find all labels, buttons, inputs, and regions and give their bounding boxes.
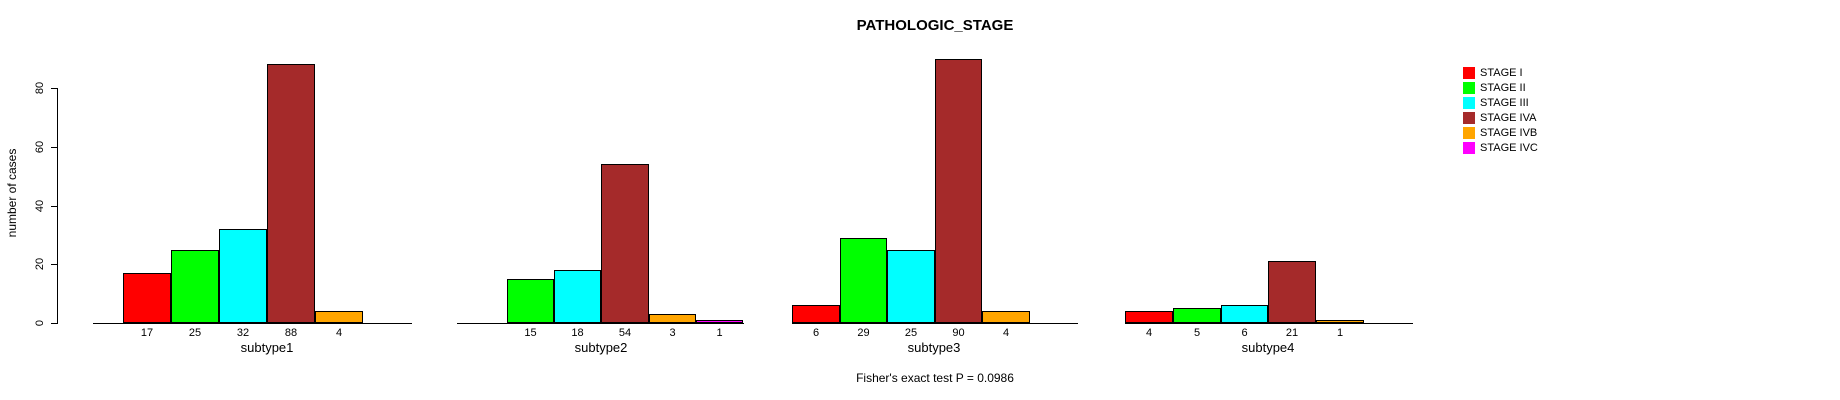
bar-subtype1-stage-ivb [315,311,363,323]
bar-value-label: 54 [618,327,632,339]
legend-swatch-stage-iii [1463,97,1475,109]
y-axis-tick [51,88,57,89]
bar-value-label: 4 [1145,327,1153,339]
bar-value-label: 1 [1336,327,1344,339]
y-axis-tick [51,264,57,265]
bar-value-label: 18 [571,327,584,339]
legend-label: STAGE II [1480,82,1526,94]
bar-value-label: 17 [140,327,154,339]
bar-value-label: 15 [524,327,537,339]
bar-value-label: 32 [236,327,250,339]
bar-subtype3-stage-i [792,305,840,323]
bar-value-label: 88 [284,327,298,339]
y-axis-tick [51,323,57,324]
x-axis-line-subtype2 [457,323,744,324]
bar-subtype2-stage-ivb [649,314,696,323]
legend-swatch-stage-ivc [1463,142,1475,154]
y-axis-tick-label: 60 [34,140,46,154]
bar-subtype2-stage-iva [601,164,649,323]
bar-subtype3-stage-ivb [982,311,1030,323]
legend-label: STAGE III [1480,97,1529,109]
x-axis-line-subtype4 [1125,323,1413,324]
chart-title: PATHOLOGIC_STAGE [856,17,1014,34]
x-axis-line-subtype3 [792,323,1078,324]
legend-label: STAGE I [1480,67,1523,79]
legend-item-stage-ii: STAGE II [1463,82,1538,94]
bar-subtype4-stage-ivb [1316,320,1364,323]
bar-value-label: 1 [716,327,723,339]
legend-item-stage-ivb: STAGE IVB [1463,127,1538,139]
bar-subtype2-stage-iii [554,270,601,323]
bar-value-label: 25 [904,327,918,339]
bar-subtype3-stage-iii [887,250,935,323]
legend: STAGE I STAGE II STAGE III STAGE IVA STAGE I… [1463,67,1538,154]
bar-value-label: 90 [952,327,965,339]
bar-value-label: 21 [1285,327,1299,339]
bar-value-label: 3 [669,327,676,339]
bar-subtype2-stage-ivc [696,320,743,323]
bar-subtype1-stage-i [123,273,171,323]
legend-item-stage-iii: STAGE III [1463,97,1538,109]
legend-item-stage-ivc: STAGE IVC [1463,142,1538,154]
y-axis-tick-label: 0 [34,319,46,327]
fisher-test-annotation: Fisher's exact test P = 0.0986 [856,371,1014,385]
y-axis-title: number of cases [5,148,19,238]
legend-label: STAGE IVC [1480,142,1538,154]
bar-value-label: 4 [335,327,343,339]
group-label-subtype3: subtype3 [907,340,961,355]
legend-swatch-stage-i [1463,67,1475,79]
bar-subtype1-stage-ii [171,250,219,323]
bar-subtype1-stage-iii [219,229,267,323]
bar-subtype4-stage-i [1125,311,1173,323]
bar-value-label: 5 [1193,327,1201,339]
y-axis-tick-label: 20 [34,257,46,271]
group-label-subtype4: subtype4 [1241,340,1295,355]
y-axis-tick-label: 80 [34,81,46,95]
x-axis-line-subtype1 [93,323,412,324]
y-axis-tick [51,147,57,148]
legend-item-stage-iva: STAGE IVA [1463,112,1538,124]
bar-subtype4-stage-iii [1221,305,1268,323]
bar-value-label: 29 [857,327,870,339]
bar-value-label: 6 [1241,327,1248,339]
legend-label: STAGE IVA [1480,112,1537,124]
legend-swatch-stage-iva [1463,112,1475,124]
y-axis-line [57,88,58,324]
bar-subtype2-stage-ii [507,279,554,323]
bar-subtype4-stage-iva [1268,261,1316,323]
legend-swatch-stage-ivb [1463,127,1475,139]
bar-subtype3-stage-iva [935,59,982,323]
group-label-subtype2: subtype2 [574,340,628,355]
bar-value-label: 6 [812,327,820,339]
legend-item-stage-i: STAGE I [1463,67,1538,79]
y-axis-tick-label: 40 [34,199,46,213]
bar-value-label: 25 [188,327,202,339]
y-axis-tick [51,206,57,207]
group-label-subtype1: subtype1 [240,340,294,355]
legend-label: STAGE IVB [1480,127,1538,139]
bar-value-label: 4 [1002,327,1010,339]
bar-subtype3-stage-ii [840,238,887,323]
bar-subtype1-stage-iva [267,64,315,323]
bar-subtype4-stage-ii [1173,308,1221,323]
legend-swatch-stage-ii [1463,82,1475,94]
